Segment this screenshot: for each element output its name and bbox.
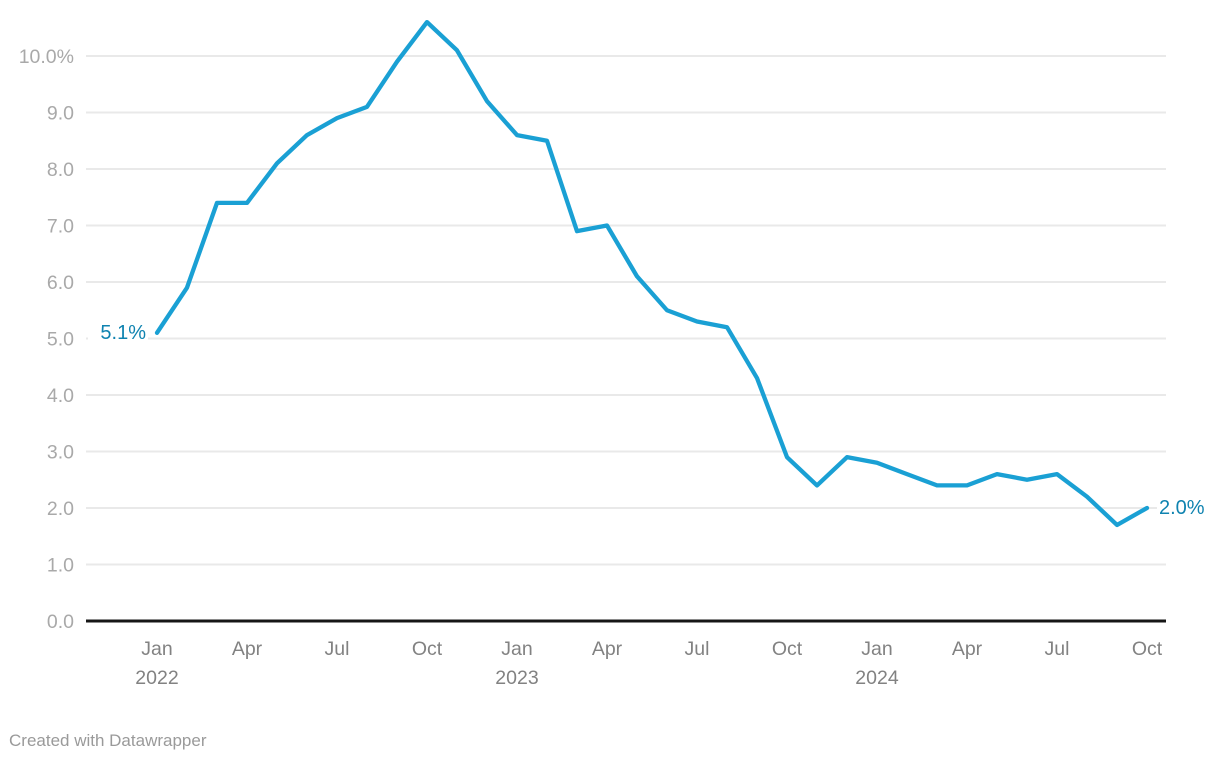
x-axis-tick-label: Jan: [141, 638, 172, 660]
x-axis-tick-label: Oct: [412, 638, 443, 660]
last-point-value-label: 2.0%: [1157, 496, 1207, 520]
x-axis-tick-label: Jan: [861, 638, 892, 660]
x-axis-tick-label: Apr: [952, 638, 983, 660]
y-axis-tick-label: 3.0: [47, 442, 74, 464]
x-axis-year-label: 2023: [495, 667, 538, 689]
x-axis-tick-label: Jul: [1045, 638, 1070, 660]
y-axis-tick-label: 8.0: [47, 159, 74, 181]
y-axis-tick-label: 4.0: [47, 385, 74, 407]
y-axis-tick-label: 5.0: [47, 329, 74, 351]
chart-plot-area: 0.0 1.0 2.0 3.0 4.0 5.0 6.0 7.0 8.0 9.0 10.0% Jan 20…: [19, 19, 1166, 689]
y-axis-tick-label: 9.0: [47, 103, 74, 125]
y-axis-tick-label: 7.0: [47, 216, 74, 238]
x-axis-year-label: 2024: [855, 667, 899, 689]
x-axis-tick-label: Jul: [325, 638, 350, 660]
first-point-value-label: 5.1%: [88, 321, 148, 345]
y-axis-tick-label: 0.0: [47, 611, 74, 633]
x-axis-year-label: 2022: [135, 667, 178, 689]
x-axis-tick-label: Oct: [1132, 638, 1163, 660]
x-axis-tick-label: Apr: [592, 638, 623, 660]
y-axis-tick-label: 6.0: [47, 272, 74, 294]
x-axis-tick-label: Apr: [232, 638, 263, 660]
x-axis-tick-label: Oct: [772, 638, 803, 660]
y-axis-tick-label: 2.0: [47, 498, 74, 520]
x-axis-tick-label: Jan: [501, 638, 532, 660]
y-axis-tick-label: 1.0: [47, 555, 74, 577]
x-axis-tick-label: Jul: [685, 638, 710, 660]
data-line: [154, 19, 1150, 528]
y-axis-tick-label: 10.0%: [19, 46, 74, 68]
datawrapper-attribution: Created with Datawrapper: [9, 731, 207, 750]
